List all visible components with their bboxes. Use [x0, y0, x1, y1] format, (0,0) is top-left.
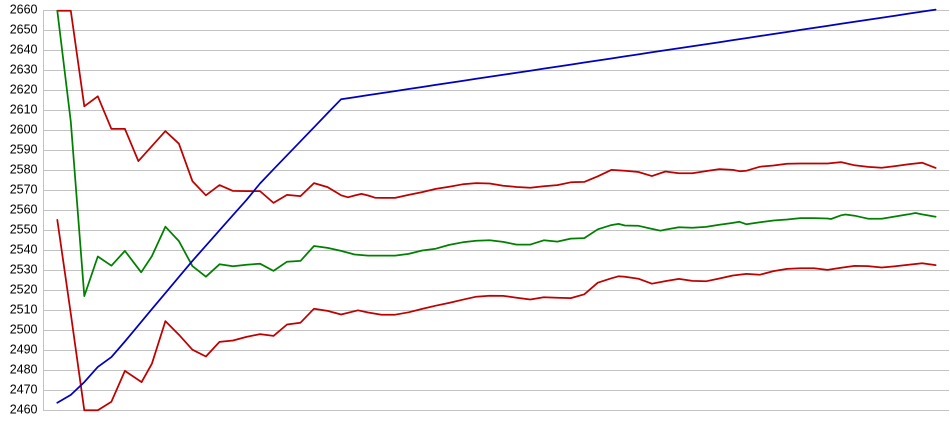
- svg-text:2530: 2530: [10, 262, 38, 276]
- svg-text:2610: 2610: [10, 102, 38, 116]
- svg-text:2580: 2580: [10, 162, 38, 176]
- svg-text:2630: 2630: [10, 62, 38, 76]
- svg-text:2550: 2550: [10, 222, 38, 236]
- svg-text:2470: 2470: [10, 382, 38, 396]
- svg-text:2660: 2660: [10, 2, 38, 16]
- svg-text:2480: 2480: [10, 362, 38, 376]
- svg-text:2590: 2590: [10, 142, 38, 156]
- svg-text:2570: 2570: [10, 182, 38, 196]
- svg-text:2600: 2600: [10, 122, 38, 136]
- svg-text:2460: 2460: [10, 402, 38, 416]
- svg-text:2490: 2490: [10, 342, 38, 356]
- svg-text:2500: 2500: [10, 322, 38, 336]
- svg-text:2640: 2640: [10, 42, 38, 56]
- svg-text:2540: 2540: [10, 242, 38, 256]
- svg-text:2620: 2620: [10, 82, 38, 96]
- svg-text:2560: 2560: [10, 202, 38, 216]
- svg-text:2510: 2510: [10, 302, 38, 316]
- svg-text:2650: 2650: [10, 22, 38, 36]
- svg-text:2520: 2520: [10, 282, 38, 296]
